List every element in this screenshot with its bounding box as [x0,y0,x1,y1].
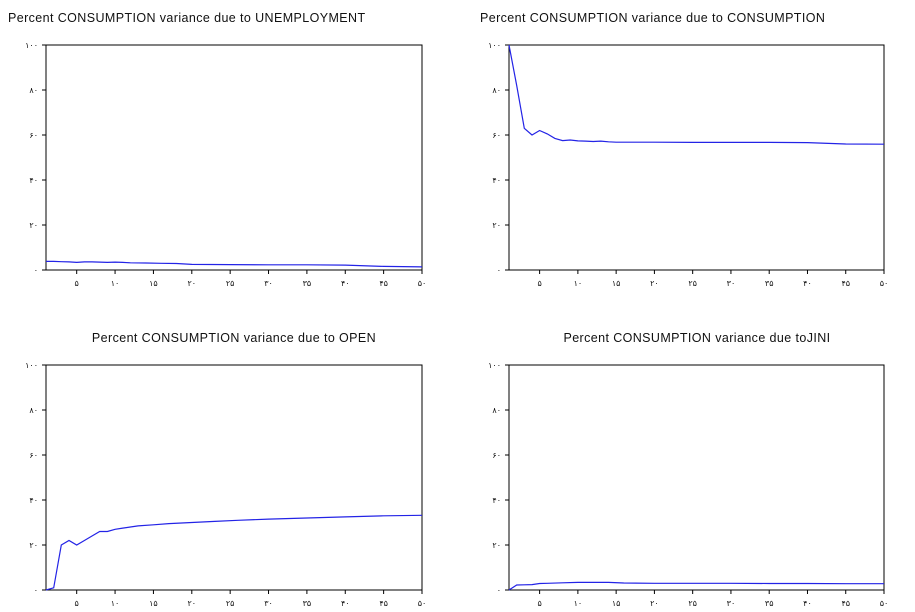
x-tick-label: ۵۰ [880,599,889,608]
y-tick-label: ۲۰ [29,221,38,230]
x-tick-label: ۲۰ [187,599,196,608]
x-tick-label: ۳۵ [303,279,312,288]
y-tick-label: ۴۰ [29,496,38,505]
y-tick-label: ۴۰ [492,176,501,185]
y-tick-label: ۸۰ [492,86,501,95]
y-tick-label: ۶۰ [29,131,38,140]
y-tick-label: ۶۰ [29,451,38,460]
y-tick-label: ۱۰۰ [25,41,38,50]
plot-frame [45,364,423,591]
y-tick-label: ۱۰۰ [25,361,38,370]
x-tick-label: ۵ [75,279,79,288]
x-tick-label: ۱۵ [149,279,158,288]
x-tick-label: ۵۰ [418,599,427,608]
x-tick-label: ۳۵ [765,599,774,608]
chart-panel-3: Percent CONSUMPTION variance due to OPEN… [25,331,426,608]
plot-frame [508,44,885,271]
x-tick-label: ۴۰ [803,599,812,608]
y-tick-label: ۴۰ [492,496,501,505]
y-tick-label: ۶۰ [492,131,501,140]
x-tick-label: ۳۰ [727,599,736,608]
chart-panel-4: Percent CONSUMPTION variance due toJINI ۰… [488,331,888,608]
y-tick-label: ۸۰ [29,406,38,415]
x-tick-label: ۱۵ [612,279,621,288]
x-tick-label: ۲۵ [226,279,235,288]
chart-panel-2: Percent CONSUMPTION variance due to CONS… [480,11,888,288]
x-tick-label: ۴۵ [841,599,850,608]
plot-frame [508,364,885,591]
x-tick-label: ۱۵ [612,599,621,608]
x-tick-label: ۲۵ [688,599,697,608]
y-tick-label: ۲۰ [492,541,501,550]
x-tick-label: ۴۵ [841,279,850,288]
y-tick-label: ۸۰ [29,86,38,95]
x-tick-label: ۵۰ [880,279,889,288]
x-tick-label: ۴۰ [341,599,350,608]
x-tick-label: ۴۰ [803,279,812,288]
x-tick-label: ۵ [537,279,541,288]
x-tick-label: ۱۰ [574,279,583,288]
y-tick-label: ۲۰ [29,541,38,550]
x-tick-label: ۱۰ [574,599,583,608]
x-tick-label: ۳۵ [765,279,774,288]
chart-title: Percent CONSUMPTION variance due toJINI [563,331,830,345]
x-tick-label: ۲۵ [688,279,697,288]
x-tick-label: ۴۵ [379,279,388,288]
y-tick-label: ۰ [497,266,501,275]
y-tick-label: ۰ [497,586,501,595]
series-line [45,514,423,591]
y-tick-label: ۱۰۰ [488,41,501,50]
chart-title: Percent CONSUMPTION variance due to OPEN [92,331,376,345]
x-tick-label: ۲۵ [226,599,235,608]
y-tick-label: ۲۰ [492,221,501,230]
x-tick-label: ۲۰ [650,279,659,288]
y-tick-label: ۶۰ [492,451,501,460]
x-tick-label: ۱۰ [111,599,120,608]
chart-title: Percent CONSUMPTION variance due to CONS… [480,11,825,25]
chart-title: Percent CONSUMPTION variance due to UNEM… [8,11,366,25]
x-tick-label: ۳۰ [727,279,736,288]
x-tick-label: ۳۰ [264,599,273,608]
x-tick-label: ۴۰ [341,279,350,288]
x-tick-label: ۴۵ [379,599,388,608]
series-line [508,581,884,591]
y-tick-label: ۰ [34,586,38,595]
x-tick-label: ۱۰ [111,279,120,288]
x-tick-label: ۵ [75,599,79,608]
y-tick-label: ۱۰۰ [488,361,501,370]
x-tick-label: ۲۰ [650,599,659,608]
plot-frame [45,44,423,271]
y-tick-label: ۴۰ [29,176,38,185]
series-line [508,44,885,145]
x-tick-label: ۳۰ [264,279,273,288]
y-tick-label: ۰ [34,266,38,275]
x-tick-label: ۵۰ [418,279,427,288]
x-tick-label: ۳۵ [303,599,312,608]
x-tick-label: ۲۰ [187,279,196,288]
y-tick-label: ۸۰ [492,406,501,415]
x-tick-label: ۵ [537,599,541,608]
x-tick-label: ۱۵ [149,599,158,608]
series-line [46,260,423,268]
chart-panel-1: Percent CONSUMPTION variance due to UNEM… [8,11,426,288]
